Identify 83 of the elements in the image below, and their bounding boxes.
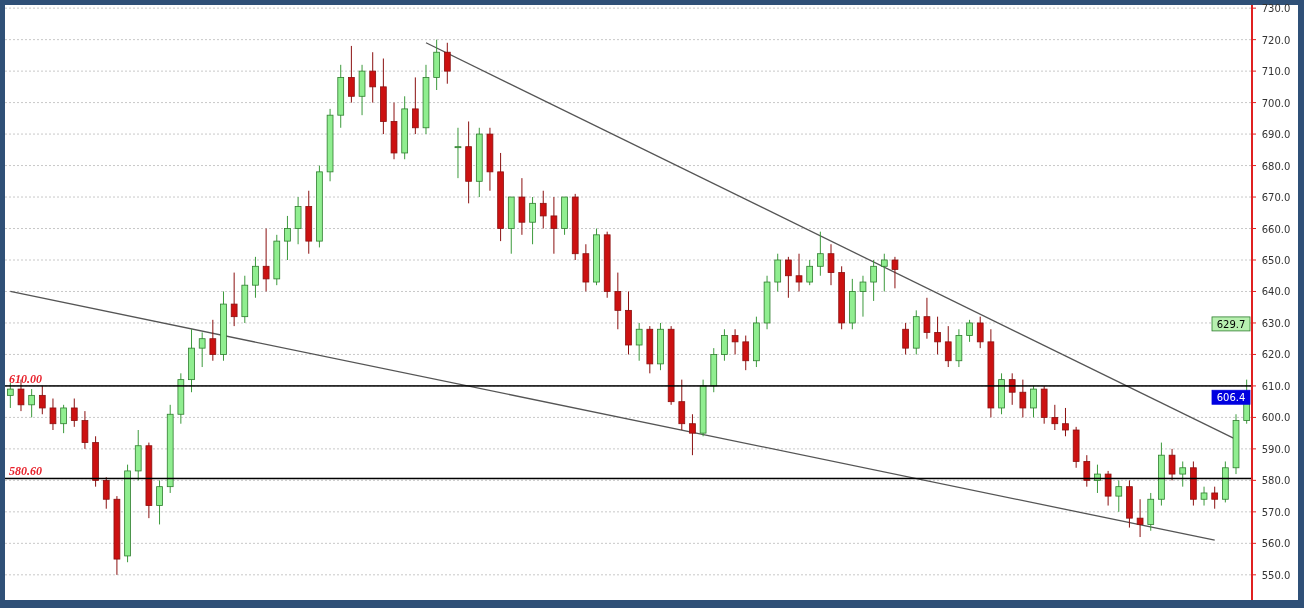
candlestick — [1179, 460, 1187, 488]
candlestick — [976, 316, 984, 349]
candlestick — [7, 382, 14, 409]
candlestick — [689, 413, 696, 456]
candlestick — [785, 256, 792, 299]
candlestick — [1136, 498, 1144, 538]
annotation: 629.7 — [1216, 318, 1246, 330]
candlestick — [966, 319, 973, 343]
candlestick — [539, 190, 547, 230]
candlestick — [934, 316, 941, 355]
candlestick — [28, 388, 35, 418]
candlestick — [70, 398, 78, 428]
candlestick — [1168, 448, 1176, 481]
y-tick-label: 630.0 — [1261, 317, 1291, 329]
y-tick-label: 640.0 — [1261, 286, 1291, 298]
candlestick — [38, 385, 46, 415]
candlestick — [774, 253, 782, 292]
candlestick — [230, 272, 238, 327]
candlestick — [1211, 486, 1219, 510]
candlestick — [678, 379, 686, 431]
y-tick-label: 620.0 — [1261, 349, 1291, 361]
y-tick-label: 590.0 — [1261, 443, 1291, 455]
y-tick-label: 670.0 — [1261, 192, 1291, 204]
y-tick-label: 550.0 — [1261, 569, 1291, 581]
y-tick-label: 680.0 — [1261, 160, 1291, 172]
y-tick-label: 690.0 — [1261, 129, 1291, 141]
y-tick-label: 710.0 — [1261, 66, 1291, 78]
candlestick — [817, 231, 824, 277]
candlestick — [944, 325, 952, 368]
candlestick — [454, 127, 462, 179]
candlestick — [262, 228, 270, 292]
candlestick — [614, 272, 622, 330]
candlestick — [81, 410, 89, 450]
candlestick — [1030, 385, 1037, 418]
candlestick — [412, 76, 419, 135]
y-tick-label: 600.0 — [1261, 412, 1291, 424]
candlestick — [1019, 379, 1027, 418]
candlestick — [1051, 404, 1059, 431]
y-tick-label: 570.0 — [1261, 506, 1291, 518]
candlestick — [731, 328, 739, 355]
candlestick — [1115, 479, 1123, 513]
y-tick-label: 720.0 — [1261, 34, 1291, 46]
candlestick — [742, 335, 750, 371]
candlestick — [1104, 470, 1112, 507]
candlestick — [49, 398, 57, 431]
candlestick — [880, 253, 888, 292]
y-tick-label: 560.0 — [1261, 538, 1291, 550]
candlestick — [550, 196, 558, 255]
candlestick — [198, 331, 206, 368]
candlestick — [902, 322, 909, 355]
candlestick — [721, 328, 728, 362]
candlestick — [1200, 486, 1208, 507]
candlestick — [635, 322, 643, 362]
candlestick — [443, 42, 451, 85]
candlestick — [806, 259, 814, 286]
candlestick — [923, 297, 931, 340]
candlestick — [209, 319, 217, 362]
candlestick — [102, 476, 110, 510]
candlestick — [859, 275, 867, 318]
y-tick-label: 700.0 — [1261, 97, 1291, 109]
candlestick — [369, 51, 377, 104]
y-tick-label: 660.0 — [1261, 223, 1291, 235]
y-tick-label: 580.0 — [1261, 475, 1291, 487]
candlestick — [284, 215, 291, 261]
candlestick — [1083, 454, 1091, 488]
annotation: 606.4 — [1216, 392, 1246, 404]
candlestick — [870, 259, 877, 302]
candlestick — [252, 256, 259, 299]
candlestick — [529, 196, 536, 245]
y-tick-label: 730.0 — [1261, 3, 1291, 15]
candlestick — [827, 243, 835, 286]
y-tick-label: 610.0 — [1261, 380, 1291, 392]
candlestick — [1094, 464, 1101, 494]
candlestick — [891, 256, 899, 289]
ref-line-label: 610.00 — [9, 371, 42, 386]
candlestick — [795, 253, 803, 292]
candlestick — [348, 45, 355, 104]
candlestick — [294, 196, 302, 245]
y-tick-label: 650.0 — [1261, 255, 1291, 266]
candlestick — [1062, 407, 1069, 437]
candlestick — [60, 404, 67, 434]
candlestick — [156, 479, 163, 525]
ref-line-label: 580.60 — [9, 464, 42, 479]
